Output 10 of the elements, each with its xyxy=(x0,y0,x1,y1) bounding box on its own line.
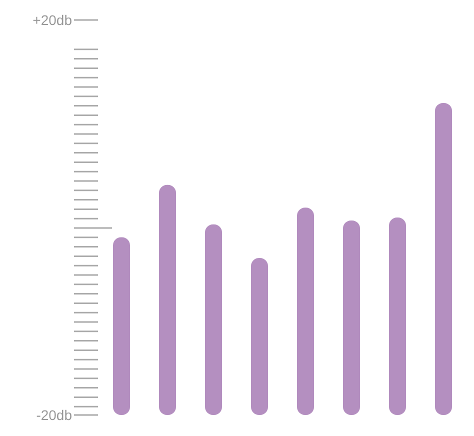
y-tick-label: +20db xyxy=(32,12,72,28)
bar xyxy=(389,218,406,415)
bar xyxy=(343,220,360,415)
bar xyxy=(159,184,176,415)
bar xyxy=(435,102,452,415)
bar xyxy=(113,237,130,415)
y-tick-label: -20db xyxy=(36,406,72,423)
bar xyxy=(297,208,314,415)
bar xyxy=(251,258,268,415)
bar xyxy=(205,224,222,415)
